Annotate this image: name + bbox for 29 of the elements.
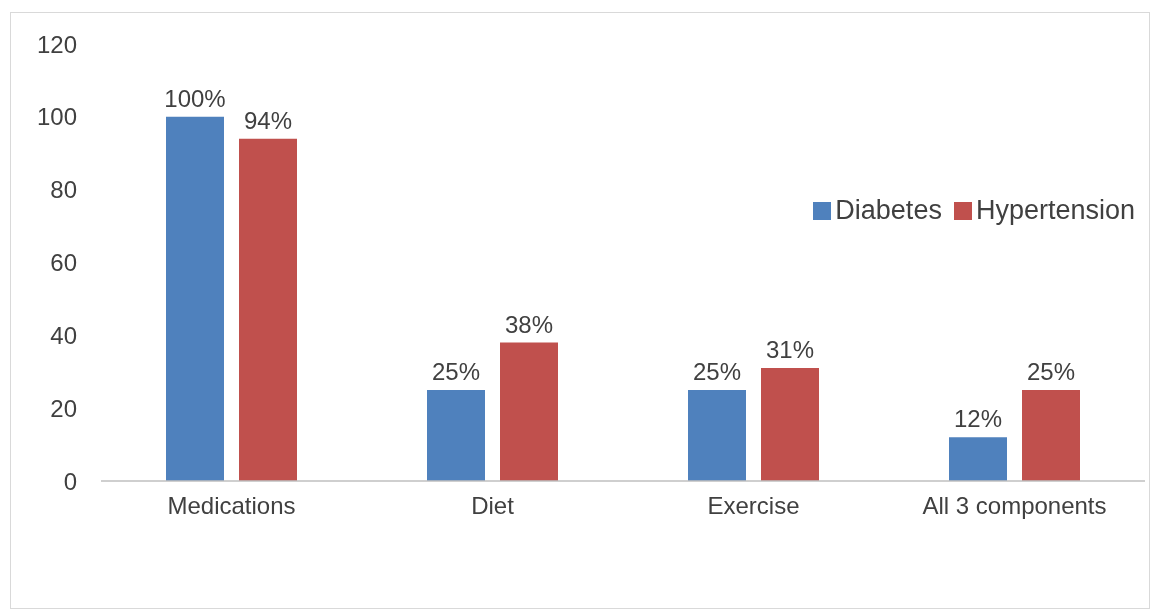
bar (688, 389, 746, 481)
y-tick-label: 100 (36, 103, 77, 131)
data-label: 100% (164, 84, 226, 112)
x-tick-label: Exercise (707, 492, 800, 520)
data-label: 12% (953, 405, 1003, 433)
y-tick-label: 60 (50, 249, 77, 277)
x-tick-label: Diet (471, 492, 515, 520)
bar (239, 138, 297, 481)
y-tick-label: 0 (63, 467, 77, 495)
data-label: 25% (1026, 357, 1076, 385)
y-tick-label: 80 (50, 176, 77, 204)
y-tick-label: 20 (50, 394, 77, 422)
bar (500, 342, 558, 481)
data-label: 38% (504, 310, 554, 338)
data-label: 25% (692, 357, 742, 385)
data-label: 31% (765, 336, 815, 364)
bar (166, 116, 224, 481)
bar (761, 368, 819, 481)
bar (949, 437, 1007, 481)
x-tick-label: Medications (167, 492, 296, 520)
bar (427, 389, 485, 481)
data-label: 25% (431, 357, 481, 385)
legend-label: Diabetes (835, 195, 942, 226)
data-label: 94% (243, 106, 293, 134)
x-tick-label: All 3 components (922, 492, 1107, 520)
y-tick-label: 40 (50, 321, 77, 349)
y-tick-label: 120 (36, 30, 77, 58)
legend-label: Hypertension (975, 195, 1135, 226)
bar (1022, 389, 1080, 481)
